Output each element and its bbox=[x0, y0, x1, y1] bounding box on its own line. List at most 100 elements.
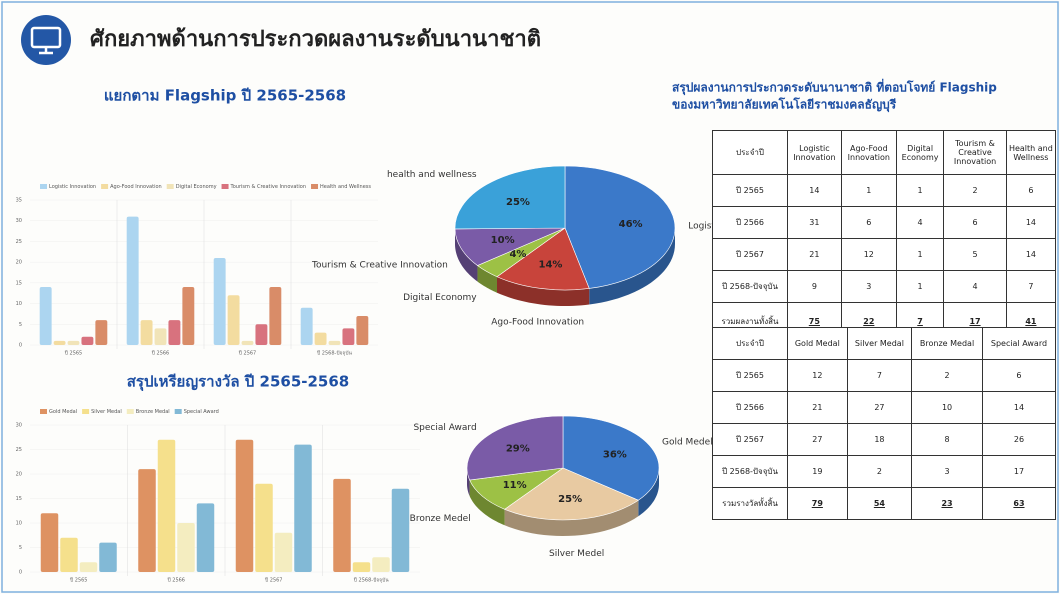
bar bbox=[60, 537, 78, 572]
pie-side bbox=[497, 276, 590, 306]
table-cell: 14 bbox=[1005, 206, 1057, 239]
bar bbox=[213, 258, 226, 345]
bar bbox=[235, 439, 254, 572]
pie-category-label: Ago-Food Innovation bbox=[491, 317, 584, 327]
table-cell: 3 bbox=[911, 455, 983, 488]
table-row: ปี 2566 21 27 10 14 bbox=[712, 391, 1057, 424]
table-cell: 63 bbox=[981, 487, 1057, 520]
bar bbox=[269, 287, 282, 345]
table-cell: 1 bbox=[895, 174, 945, 207]
bar bbox=[39, 287, 52, 345]
y-tick-label: 5 bbox=[19, 545, 22, 551]
bar bbox=[126, 216, 139, 345]
table-cell: ปี 2567 bbox=[712, 238, 788, 271]
pie-value-label: 14% bbox=[538, 259, 562, 270]
table-row: ประจำปี Gold Medal Silver Medal Bronze Meda… bbox=[712, 327, 1057, 360]
table-cell: Ago-Food Innovation bbox=[840, 130, 897, 175]
pie-slice bbox=[469, 467, 564, 510]
pie-value-label: 4% bbox=[509, 249, 526, 260]
table: ประจำปี Gold Medal Silver Medal Bronze Meda… bbox=[712, 327, 1057, 520]
bar bbox=[182, 287, 195, 345]
bar bbox=[157, 439, 176, 572]
table-cell: 26 bbox=[981, 423, 1057, 456]
x-tick-label: ปี 2566 bbox=[167, 577, 185, 584]
table-cell: 19 bbox=[787, 455, 848, 488]
pie-value-label: 25% bbox=[558, 494, 582, 505]
table-cell: 14 bbox=[1005, 238, 1057, 271]
pie-slice bbox=[496, 227, 590, 291]
table-cell: 5 bbox=[943, 238, 1007, 271]
table-row: ปี 2565 14 1 1 2 6 bbox=[712, 174, 1057, 207]
table-cell: 9 bbox=[787, 270, 842, 303]
table-row: ปี 2567 21 12 1 5 14 bbox=[712, 238, 1057, 271]
icon-bg bbox=[21, 15, 71, 65]
table-cell: ประจำปี bbox=[712, 327, 788, 360]
table-cell: ประจำปี bbox=[712, 130, 788, 175]
bar bbox=[95, 320, 108, 345]
pie-category-label: Special Award bbox=[413, 423, 476, 433]
table-cell: 54 bbox=[846, 487, 913, 520]
table-cell: 21 bbox=[787, 391, 848, 424]
table-row: ปี 2566 31 6 4 6 14 bbox=[712, 206, 1057, 239]
table-cell: 79 bbox=[787, 487, 848, 520]
pie-slice bbox=[562, 415, 660, 501]
table-row: ปี 2568-ปัจจุบัน 19 2 3 17 bbox=[712, 455, 1057, 488]
y-tick-label: 25 bbox=[16, 447, 22, 453]
y-tick-label: 10 bbox=[16, 301, 22, 307]
y-tick-label: 10 bbox=[16, 521, 22, 527]
table: ประจำปี Logistic Innovation Ago-Food Innov… bbox=[712, 130, 1057, 341]
table-cell: ปี 2568-ปัจจุบัน bbox=[712, 270, 788, 303]
table-cell: 7 bbox=[846, 359, 913, 392]
x-tick-label: ปี 2568-ปัจจุบัน bbox=[353, 577, 389, 584]
bar bbox=[79, 562, 98, 572]
legend-swatch bbox=[221, 184, 229, 189]
table-cell: 2 bbox=[911, 359, 983, 392]
pie-side bbox=[589, 228, 675, 305]
y-tick-label: 0 bbox=[19, 570, 22, 576]
bar bbox=[391, 488, 410, 572]
table-cell: Silver Medal bbox=[846, 327, 913, 360]
table-cell: 6 bbox=[1005, 174, 1057, 207]
table-cell: ปี 2565 bbox=[712, 359, 788, 392]
legend-label: Bronze Medal bbox=[136, 409, 170, 415]
table-cell: ปี 2568-ปัจจุบัน bbox=[712, 455, 788, 488]
bar bbox=[255, 324, 268, 345]
table-heading: ของมหาวิทยาลัยเทคโนโลยีราชมงคลธัญบุรี bbox=[672, 97, 897, 113]
legend-swatch bbox=[126, 409, 134, 414]
table-cell: Bronze Medal bbox=[911, 327, 983, 360]
y-tick-label: 15 bbox=[16, 496, 22, 502]
table-cell: 27 bbox=[787, 423, 848, 456]
table-cell: 7 bbox=[1005, 270, 1057, 303]
legend-label: Special Award bbox=[184, 409, 219, 415]
table-cell: Tourism & Creative Innovation bbox=[943, 130, 1007, 175]
legend-label: Tourism & Creative Innovation bbox=[230, 184, 306, 190]
x-tick-label: ปี 2565 bbox=[64, 350, 82, 357]
pie-category-label: Bronze Medel bbox=[410, 514, 471, 524]
y-tick-label: 35 bbox=[16, 198, 22, 204]
y-tick-label: 30 bbox=[16, 423, 22, 429]
legend-label: Silver Medal bbox=[91, 409, 122, 415]
legend-label: Ago-Food Innovation bbox=[110, 184, 162, 190]
pie-side bbox=[455, 228, 478, 282]
table-row: ปี 2568-ปัจจุบัน 9 3 1 4 7 bbox=[712, 270, 1057, 303]
table-cell: 10 bbox=[911, 391, 983, 424]
pie-value-label: 25% bbox=[506, 197, 530, 208]
table-cell: 8 bbox=[911, 423, 983, 456]
y-tick-label: 20 bbox=[16, 472, 22, 478]
y-tick-label: 30 bbox=[16, 218, 22, 224]
table-cell: 21 bbox=[787, 238, 842, 271]
y-tick-label: 15 bbox=[16, 280, 22, 286]
legend-swatch bbox=[82, 409, 90, 414]
table-cell: ปี 2567 bbox=[712, 423, 788, 456]
table-cell: Logistic Innovation bbox=[787, 130, 842, 175]
table-cell: 18 bbox=[846, 423, 913, 456]
table-heading: สรุปผลงานการประกวดระดับนานาชาติ ที่ตอบโจ… bbox=[672, 79, 997, 96]
table-cell: 6 bbox=[840, 206, 897, 239]
bar bbox=[356, 316, 369, 345]
bar bbox=[333, 478, 351, 572]
table-cell: Digital Economy bbox=[895, 130, 945, 175]
bar bbox=[294, 444, 312, 572]
bar bbox=[241, 340, 254, 345]
pie-category-label: Silver Medel bbox=[549, 549, 604, 559]
